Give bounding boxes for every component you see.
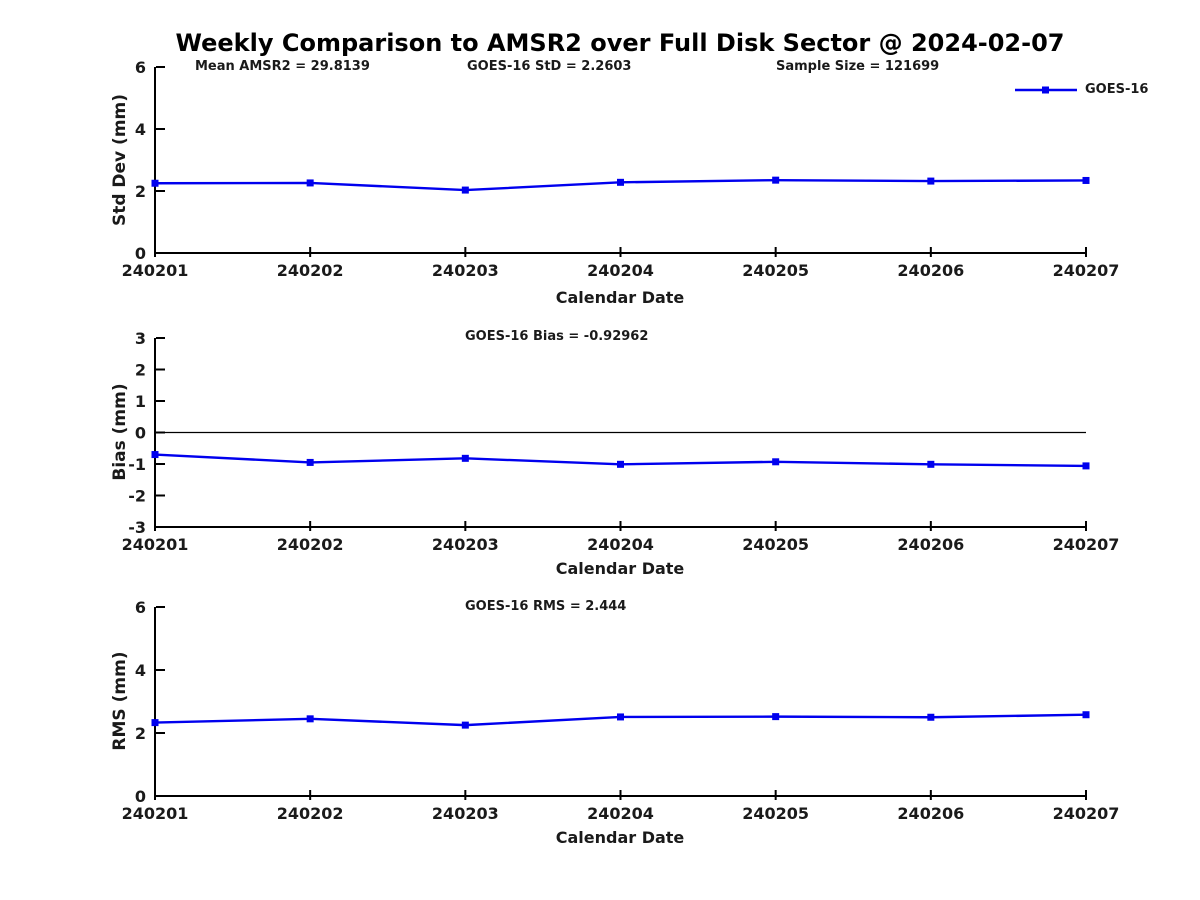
data-point-marker	[772, 458, 780, 466]
x-axis-label-2: Calendar Date	[555, 559, 685, 578]
x-tick-label: 240205	[742, 535, 809, 554]
data-point-marker	[306, 715, 314, 723]
data-point-marker	[151, 179, 159, 187]
y-tick-label: 6	[135, 58, 146, 77]
legend: GOES-16	[1014, 82, 1148, 97]
x-tick-label: 240206	[897, 261, 964, 280]
data-point-marker	[306, 458, 314, 466]
subplot-2: -3 -2 -1 0 1 2 3 240201 240202 240203 240204 240205…	[122, 329, 1120, 554]
annotation-goes16-std: GOES-16 StD = 2.2603	[467, 59, 632, 74]
x-tick-label: 240203	[432, 535, 499, 554]
data-point-marker	[461, 454, 469, 462]
annotation-sample-size: Sample Size = 121699	[776, 59, 940, 74]
x-tick-label: 240202	[277, 804, 344, 823]
x-tick-label: 240203	[432, 261, 499, 280]
x-tick-label: 240202	[277, 261, 344, 280]
data-point-marker	[927, 177, 935, 185]
y-tick-label: 1	[135, 392, 146, 411]
annotation-goes16-bias: GOES-16 Bias = -0.92962	[465, 329, 649, 344]
data-point-marker	[1082, 462, 1090, 470]
x-tick-label: 240205	[742, 804, 809, 823]
x-tick-label: 240207	[1053, 535, 1120, 554]
data-point-marker	[461, 721, 469, 729]
y-tick-label: 2	[135, 724, 146, 743]
y-tick-label: 4	[135, 120, 146, 139]
x-tick-label: 240204	[587, 804, 654, 823]
legend-marker-icon	[1042, 86, 1049, 93]
y-axis-label-rms: RMS (mm)	[110, 651, 130, 751]
y-tick-label: 3	[135, 329, 146, 348]
x-axis-label-1: Calendar Date	[555, 288, 685, 307]
y-tick-label: -3	[128, 518, 146, 537]
y-tick-label: 2	[135, 361, 146, 380]
y-tick-label: 0	[135, 787, 146, 806]
y-tick-label: 6	[135, 598, 146, 617]
legend-key	[1015, 86, 1077, 93]
x-tick-label: 240206	[897, 535, 964, 554]
annotation-mean-amsr2: Mean AMSR2 = 29.8139	[195, 59, 370, 74]
subplot-3: 0 2 4 6 240201 240202 240203 240204 240205 240206…	[122, 598, 1120, 823]
x-tick-label: 240201	[122, 804, 189, 823]
data-point-marker	[306, 179, 314, 187]
y-tick-label: 0	[135, 244, 146, 263]
y-tick-label: 4	[135, 661, 146, 680]
x-tick-label: 240204	[587, 535, 654, 554]
y-axis-label-bias: Bias (mm)	[110, 383, 130, 481]
data-point-marker	[1082, 711, 1090, 719]
data-point-marker	[151, 719, 159, 727]
data-point-marker	[927, 713, 935, 721]
x-tick-label: 240204	[587, 261, 654, 280]
x-tick-label: 240202	[277, 535, 344, 554]
x-tick-label: 240206	[897, 804, 964, 823]
subplot-1: 0 2 4 6 240201 240202 240203 240204 240205 240206…	[122, 58, 1120, 280]
data-point-marker	[151, 451, 159, 459]
data-point-marker	[772, 176, 780, 184]
data-point-marker	[927, 460, 935, 468]
y-tick-label: -2	[128, 487, 146, 506]
y-tick-label: -1	[128, 455, 146, 474]
data-point-marker	[1082, 176, 1090, 184]
legend-label: GOES-16	[1085, 82, 1149, 97]
data-point-marker	[617, 713, 624, 721]
x-tick-label: 240201	[122, 261, 189, 280]
y-axis-label-stddev: Std Dev (mm)	[110, 93, 130, 227]
data-point-marker	[617, 178, 624, 186]
data-point-marker	[772, 713, 780, 721]
x-tick-label: 240207	[1053, 261, 1120, 280]
x-tick-label: 240201	[122, 535, 189, 554]
y-tick-label: 0	[135, 424, 146, 443]
figure-title: Weekly Comparison to AMSR2 over Full Dis…	[175, 29, 1065, 57]
x-tick-label: 240207	[1053, 804, 1120, 823]
y-tick-label: 2	[135, 182, 146, 201]
data-point-marker	[617, 460, 624, 468]
x-tick-label: 240205	[742, 261, 809, 280]
data-point-marker	[461, 186, 469, 194]
annotation-goes16-rms: GOES-16 RMS = 2.444	[465, 599, 627, 614]
x-tick-label: 240203	[432, 804, 499, 823]
x-axis-label-3: Calendar Date	[555, 828, 685, 847]
